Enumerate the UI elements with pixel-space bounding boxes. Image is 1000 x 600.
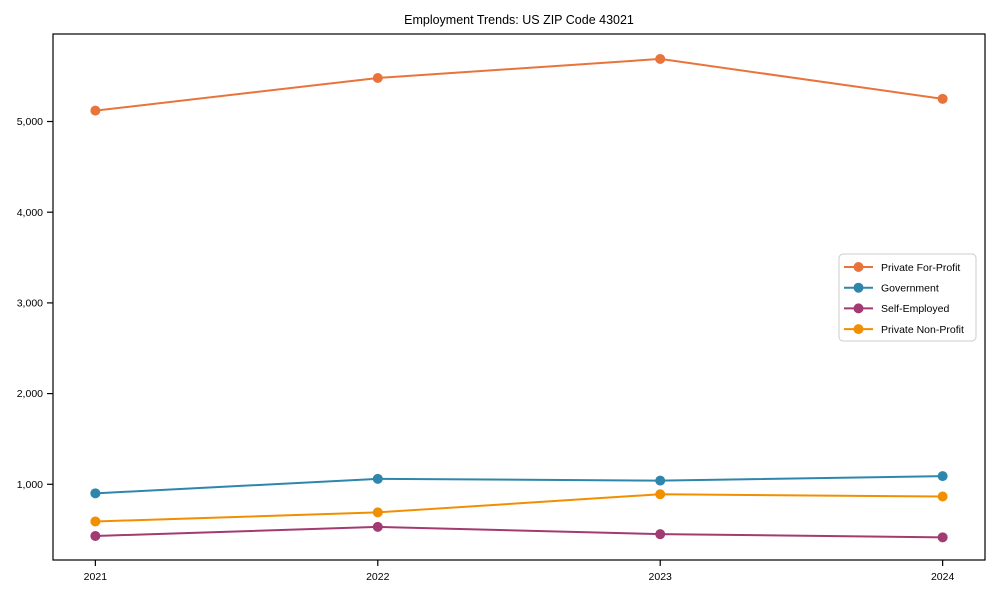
y-axis: 1,000 2,000 3,000 4,000 5,000 xyxy=(17,116,53,491)
data-point-private-non-profit-2024 xyxy=(937,491,948,502)
data-point-government-2024 xyxy=(937,471,948,482)
y-tick-label: 3,000 xyxy=(17,297,43,309)
data-point-self-employed-2024 xyxy=(937,532,948,543)
legend-box xyxy=(838,253,977,342)
x-tick-label: 2023 xyxy=(649,571,673,583)
y-tick-label: 2,000 xyxy=(17,388,43,400)
series-line-private-non-profit xyxy=(95,493,943,523)
legend-swatch-marker xyxy=(853,262,864,272)
data-point-private-for-profit-2024 xyxy=(937,93,948,104)
x-tick-label: 2022 xyxy=(366,571,390,583)
data-point-private-for-profit-2023 xyxy=(655,53,666,64)
y-tick-label: 1,000 xyxy=(17,479,43,491)
x-tick-label: 2021 xyxy=(84,571,108,583)
data-point-government-2023 xyxy=(655,475,666,486)
legend-label: Private For-Profit xyxy=(881,262,960,274)
series-line-government xyxy=(95,475,943,495)
chart-title: Employment Trends: US ZIP Code 43021 xyxy=(404,13,634,27)
series-layer xyxy=(90,53,948,543)
legend-swatch-marker xyxy=(853,282,864,293)
y-tick-label: 5,000 xyxy=(17,116,43,128)
data-point-self-employed-2021 xyxy=(90,530,101,541)
data-point-private-non-profit-2022 xyxy=(372,507,383,518)
series-line-private-for-profit xyxy=(95,57,943,112)
data-point-self-employed-2023 xyxy=(655,529,666,540)
legend: Private For-Profit Government Self-Employe… xyxy=(838,253,977,342)
data-point-private-for-profit-2021 xyxy=(90,105,101,116)
plot-area-border xyxy=(52,33,986,561)
legend-swatch-marker xyxy=(853,324,864,335)
legend-label: Self-Employed xyxy=(881,303,949,315)
data-point-government-2021 xyxy=(90,488,101,499)
legend-swatch-marker xyxy=(853,303,864,314)
legend-label: Government xyxy=(881,283,939,295)
series-line-self-employed xyxy=(95,525,943,539)
legend-label: Private Non-Profit xyxy=(881,324,964,336)
data-point-private-non-profit-2021 xyxy=(90,516,101,527)
data-point-private-for-profit-2022 xyxy=(372,72,383,83)
y-tick-label: 4,000 xyxy=(17,207,43,219)
x-tick-label: 2024 xyxy=(931,571,955,583)
x-axis: 2021 2022 2023 2024 xyxy=(84,560,955,583)
data-point-self-employed-2022 xyxy=(372,521,383,532)
data-point-private-non-profit-2023 xyxy=(655,489,666,500)
data-point-government-2022 xyxy=(372,473,383,484)
